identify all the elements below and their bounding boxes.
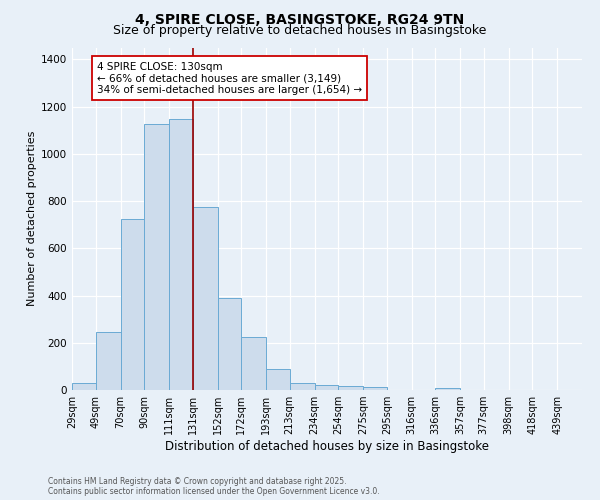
Bar (314, 386, 338, 390)
Bar (218, 298, 241, 390)
Bar (169, 119, 193, 390)
Bar (95, 332, 121, 390)
Bar (266, 368, 290, 390)
Text: Contains HM Land Registry data © Crown copyright and database right 2025.
Contai: Contains HM Land Registry data © Crown c… (48, 476, 380, 496)
Text: 4, SPIRE CLOSE, BASINGSTOKE, RG24 9TN: 4, SPIRE CLOSE, BASINGSTOKE, RG24 9TN (136, 12, 464, 26)
Bar (72, 384, 95, 390)
Bar (241, 337, 266, 390)
Bar (338, 386, 363, 390)
Bar (193, 207, 218, 390)
Y-axis label: Number of detached properties: Number of detached properties (27, 131, 37, 306)
Bar (144, 124, 169, 390)
Text: 4 SPIRE CLOSE: 130sqm
← 66% of detached houses are smaller (3,149)
34% of semi-d: 4 SPIRE CLOSE: 130sqm ← 66% of detached … (97, 62, 362, 95)
Text: Size of property relative to detached houses in Basingstoke: Size of property relative to detached ho… (113, 24, 487, 37)
Bar (363, 387, 387, 390)
Bar (435, 388, 460, 390)
Bar (121, 220, 144, 390)
X-axis label: Distribution of detached houses by size in Basingstoke: Distribution of detached houses by size … (165, 440, 489, 453)
Bar (290, 384, 314, 390)
